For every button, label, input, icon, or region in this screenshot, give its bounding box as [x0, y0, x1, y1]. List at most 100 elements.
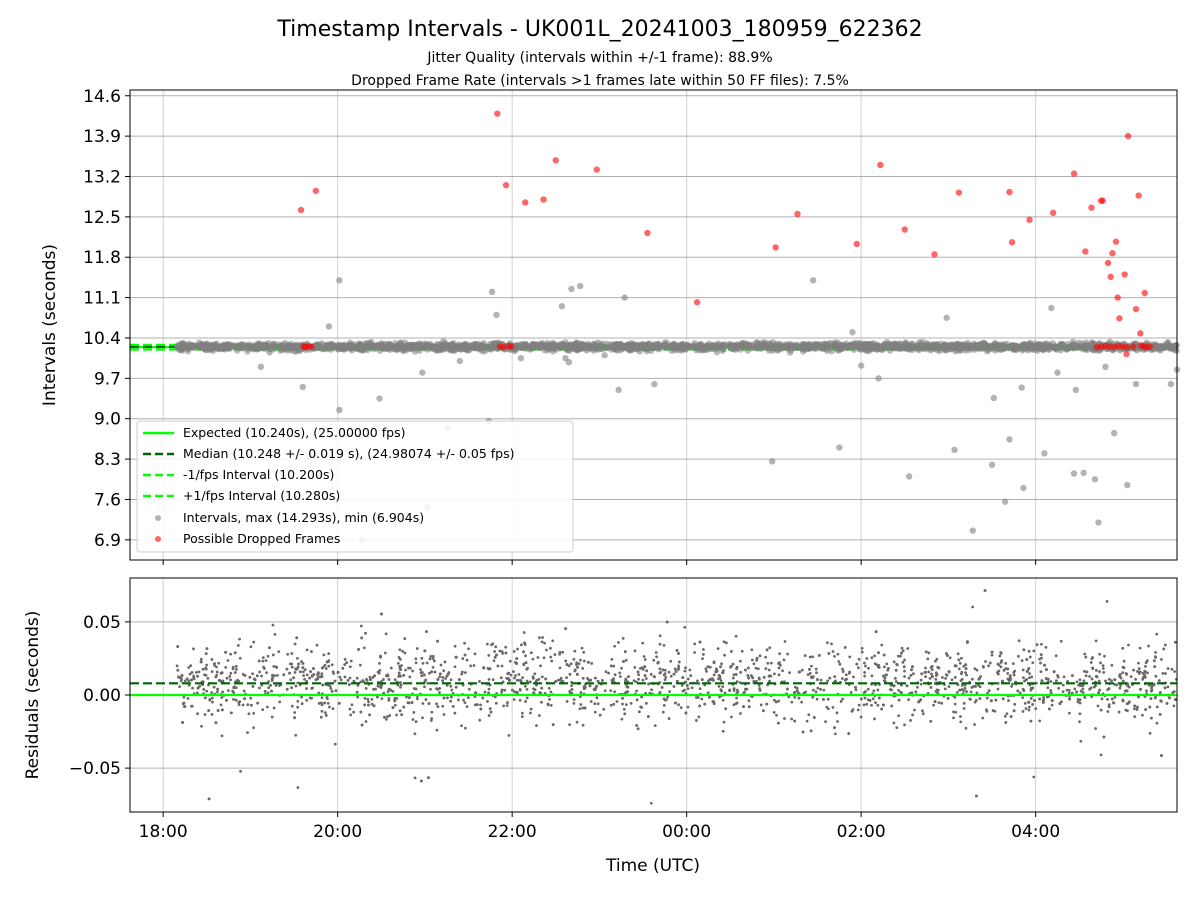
residual-point: [522, 631, 526, 634]
residual-point: [722, 720, 726, 724]
residual-point: [686, 705, 690, 709]
residual-point: [243, 674, 247, 677]
residual-point: [852, 675, 855, 679]
dropped-frame-point: [931, 251, 938, 258]
residual-point: [1127, 685, 1131, 689]
residual-point: [806, 673, 810, 677]
residual-point: [199, 660, 203, 664]
interval-point: [531, 343, 538, 350]
residual-point: [249, 703, 253, 707]
residual-point: [624, 690, 628, 694]
interval-point: [663, 344, 670, 352]
residual-point: [296, 656, 299, 660]
residual-point: [590, 662, 594, 665]
residual-point: [930, 672, 933, 676]
residual-point: [369, 678, 372, 682]
residual-point: [251, 685, 255, 688]
residual-point: [919, 678, 923, 682]
residual-point: [525, 667, 529, 671]
residual-point: [207, 797, 211, 801]
residual-point: [294, 684, 298, 688]
residual-point: [493, 655, 497, 659]
residual-point: [1075, 680, 1079, 684]
residual-point: [783, 640, 787, 643]
residual-point: [887, 666, 890, 670]
residual-point: [413, 732, 417, 736]
residual-point: [859, 715, 863, 719]
dropped-frame-points: [297, 110, 1154, 358]
residual-point: [711, 678, 715, 682]
residual-point: [523, 684, 527, 688]
residual-point: [461, 657, 465, 660]
residual-point: [545, 648, 548, 652]
y-tick-label: 0.00: [83, 686, 121, 706]
residual-point: [1172, 704, 1176, 708]
residual-point: [641, 641, 645, 645]
residual-point: [1117, 710, 1121, 714]
residual-point: [203, 696, 207, 700]
residual-point: [836, 720, 839, 723]
residual-point: [732, 673, 736, 677]
residual-point: [996, 681, 1000, 685]
residual-point: [581, 706, 585, 710]
residual-point: [567, 664, 571, 668]
residual-point: [621, 702, 624, 706]
interval-point: [356, 340, 363, 347]
residual-point: [271, 676, 274, 680]
residual-point: [669, 659, 673, 663]
residual-point: [501, 651, 504, 655]
dropped-frame-point: [1116, 315, 1123, 322]
residual-point: [540, 675, 544, 679]
residual-point: [249, 645, 253, 649]
residual-point: [1079, 689, 1083, 693]
intervals-axis-ticks: 6.97.68.39.09.710.411.111.812.513.213.91…: [83, 87, 1037, 565]
residual-point: [998, 654, 1002, 658]
legend-label-expected: Expected (10.240s), (25.00000 fps): [183, 425, 405, 440]
residual-point: [495, 653, 498, 657]
residual-point: [324, 667, 328, 670]
residual-point: [1137, 695, 1140, 699]
residual-point: [1009, 715, 1013, 718]
dropped-frame-point: [644, 229, 651, 237]
residual-point: [787, 695, 791, 699]
interval-point: [943, 314, 950, 321]
residual-point: [975, 668, 979, 672]
residual-point: [206, 676, 210, 680]
residual-point: [1081, 687, 1085, 691]
residual-point: [535, 724, 538, 728]
x-tick-label: 02:00: [837, 822, 886, 842]
residual-point: [1110, 697, 1114, 701]
dropped-frame-point: [522, 199, 529, 206]
interval-point: [376, 395, 383, 402]
residual-point: [814, 690, 818, 694]
residual-point: [464, 726, 467, 730]
residual-point: [863, 674, 867, 678]
residual-point: [1039, 653, 1043, 657]
residual-point: [721, 729, 725, 733]
residual-point: [465, 705, 469, 709]
residual-point: [575, 672, 579, 676]
interval-point: [828, 347, 836, 355]
residual-point: [270, 715, 274, 719]
residual-point: [735, 696, 738, 700]
residual-point: [525, 679, 529, 683]
residual-point: [903, 675, 906, 678]
residual-point: [211, 700, 214, 704]
residual-point: [1133, 715, 1137, 718]
interval-point: [202, 342, 209, 349]
interval-point: [1091, 476, 1099, 483]
residual-point: [243, 697, 246, 701]
residual-point: [610, 657, 614, 661]
y-tick-label: 13.9: [83, 127, 121, 147]
interval-point: [568, 341, 575, 348]
residual-point: [415, 647, 419, 650]
residual-point: [621, 637, 625, 640]
interval-point: [732, 346, 739, 353]
residual-point: [894, 680, 898, 683]
residual-point: [593, 702, 597, 706]
interval-point: [1030, 346, 1038, 354]
residual-point: [288, 662, 292, 666]
residual-point: [430, 670, 433, 674]
dropped-frame-point: [1124, 344, 1131, 351]
residual-point: [934, 674, 938, 677]
